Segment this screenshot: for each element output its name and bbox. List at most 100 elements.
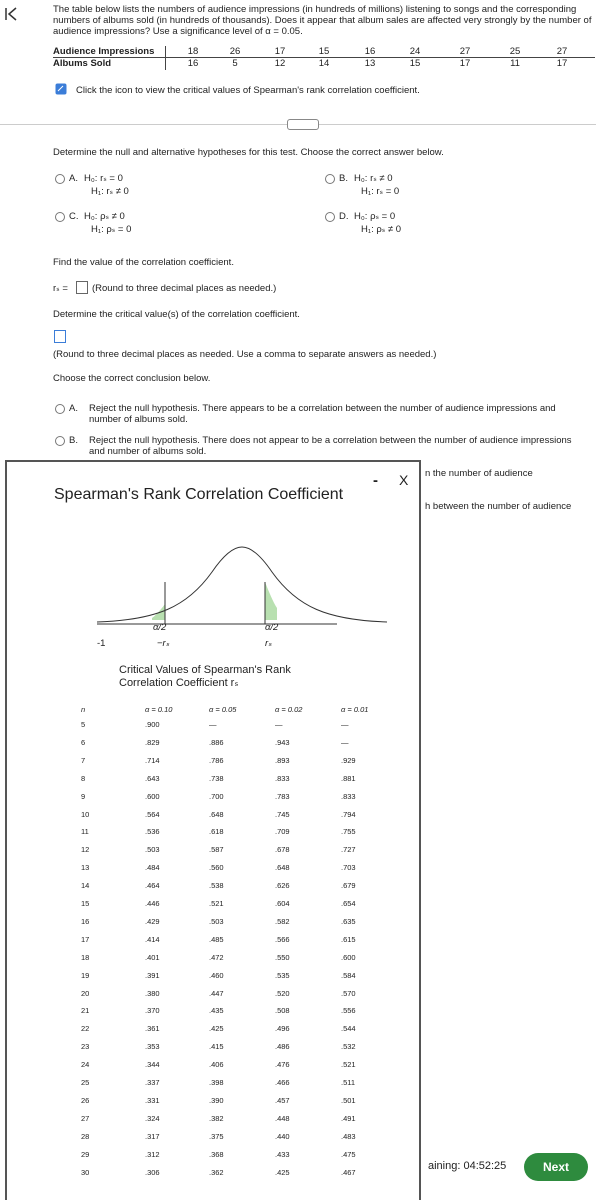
table-cell: 12 xyxy=(81,845,90,855)
table-cell: 28 xyxy=(81,1131,90,1141)
table-cell: .446 xyxy=(145,899,160,908)
hypothesis: H₁: ρₛ ≠ 0 xyxy=(361,224,402,235)
table-cell: .587 xyxy=(209,845,224,855)
table-cell: .700 xyxy=(209,791,224,801)
prompt: Choose the correct conclusion below. xyxy=(53,373,211,384)
hidden-text: h between the number of audience xyxy=(425,501,572,512)
info-icon[interactable] xyxy=(55,83,67,95)
table-cell: .368 xyxy=(209,1149,224,1159)
table-header: α = 0.05 xyxy=(209,705,237,714)
table-cell: 11 xyxy=(510,58,520,69)
table-cell: .337 xyxy=(145,1078,160,1087)
table-cell: 20 xyxy=(81,988,90,998)
table-cell: .370 xyxy=(145,1006,160,1016)
table-title: Critical Values of Spearman's Rank Corre… xyxy=(119,664,291,689)
table-cell: .503 xyxy=(209,916,224,926)
table-cell: .380 xyxy=(145,988,160,998)
table-cell: 24 xyxy=(409,46,421,57)
table-cell: .429 xyxy=(145,916,160,926)
table-cell: 30 xyxy=(81,1167,90,1177)
table-cell: .415 xyxy=(209,1042,224,1052)
table-cell: .564 xyxy=(145,809,160,819)
radio[interactable] xyxy=(325,174,335,184)
table-header: n xyxy=(81,705,86,714)
table-cell: .538 xyxy=(209,881,224,891)
radio[interactable] xyxy=(55,212,65,222)
table-cell: .556 xyxy=(341,1006,356,1016)
table-cell: .353 xyxy=(145,1042,160,1052)
radio[interactable] xyxy=(55,436,65,446)
hypothesis: H₀: rₛ ≠ 0 xyxy=(354,173,393,184)
table-cell: 14 xyxy=(81,881,90,891)
back-icon[interactable] xyxy=(4,6,18,22)
table-cell: 22 xyxy=(81,1024,90,1034)
table-cell: .496 xyxy=(275,1024,290,1034)
radio[interactable] xyxy=(325,212,335,222)
table-cell: .535 xyxy=(275,970,290,980)
table-cell: .406 xyxy=(209,1060,224,1070)
info-link[interactable]: Click the icon to view the critical valu… xyxy=(76,85,420,96)
table-cell: .794 xyxy=(341,809,356,819)
minimize-button[interactable]: - xyxy=(373,472,378,489)
answer-box[interactable] xyxy=(76,281,88,294)
answer-box[interactable] xyxy=(54,330,66,343)
table-cell: .312 xyxy=(145,1149,160,1159)
table-header: α = 0.01 xyxy=(341,705,369,714)
option-letter: D. xyxy=(339,211,349,222)
table-cell: .475 xyxy=(341,1149,356,1159)
table-cell: 10 xyxy=(81,809,90,819)
table-cell: .678 xyxy=(275,845,290,855)
table-cell: .582 xyxy=(275,916,290,926)
table-cell: .714 xyxy=(145,755,160,765)
prompt: Find the value of the correlation coeffi… xyxy=(53,257,234,268)
table-cell: 27 xyxy=(459,46,471,57)
table-cell: .324 xyxy=(145,1113,160,1123)
table-cell: 17 xyxy=(81,934,90,944)
table-cell: .604 xyxy=(275,899,290,908)
popup: Spearman's Rank Correlation Coefficient … xyxy=(5,460,421,1200)
timer: aining: 04:52:25 xyxy=(428,1160,507,1172)
table-cell: .618 xyxy=(209,827,224,837)
fig-label: α/2 xyxy=(265,622,279,633)
table-cell: — xyxy=(275,720,283,729)
table-cell: 15 xyxy=(318,46,330,57)
hypothesis: H₁: ρₛ = 0 xyxy=(91,224,132,235)
table-cell: .783 xyxy=(275,791,290,801)
hypothesis: H₁: rₛ ≠ 0 xyxy=(91,186,129,197)
table-cell: .460 xyxy=(209,970,224,980)
table-cell: .881 xyxy=(341,773,356,783)
table-cell: — xyxy=(209,720,217,729)
option-letter: C. xyxy=(69,211,79,222)
table-cell: 9 xyxy=(81,791,86,801)
table-cell: .615 xyxy=(341,934,356,944)
table-cell: .521 xyxy=(341,1060,356,1070)
table-cell: .375 xyxy=(209,1131,224,1141)
expand-button[interactable] xyxy=(287,119,319,130)
table-cell: .466 xyxy=(275,1078,290,1087)
table-cell: .503 xyxy=(145,845,160,855)
table-cell: 13 xyxy=(364,58,376,69)
table-cell: .943 xyxy=(275,737,290,747)
table-cell: 23 xyxy=(81,1042,90,1052)
table-cell: .709 xyxy=(275,827,290,837)
table-cell: .435 xyxy=(209,1006,224,1016)
table-cell: .457 xyxy=(275,1095,290,1105)
table-cell: .679 xyxy=(341,881,356,891)
table-cell: .648 xyxy=(275,863,290,873)
table-cell: .833 xyxy=(275,773,290,783)
table-cell: 21 xyxy=(81,1006,90,1016)
next-button[interactable]: Next xyxy=(524,1153,588,1181)
radio[interactable] xyxy=(55,404,65,414)
table-cell: .544 xyxy=(341,1024,356,1034)
table-cell: .521 xyxy=(209,899,224,908)
table-cell: .382 xyxy=(209,1113,224,1123)
table-cell: .447 xyxy=(209,988,224,998)
table-cell: 27 xyxy=(556,46,568,57)
table-cell: .344 xyxy=(145,1060,160,1070)
table-cell: .600 xyxy=(145,791,160,801)
radio[interactable] xyxy=(55,174,65,184)
hypothesis: H₁: rₛ = 0 xyxy=(361,186,400,197)
hypothesis: H₀: ρₛ = 0 xyxy=(354,211,396,222)
close-button[interactable]: X xyxy=(399,472,409,488)
prompt: Determine the critical value(s) of the c… xyxy=(53,309,300,320)
